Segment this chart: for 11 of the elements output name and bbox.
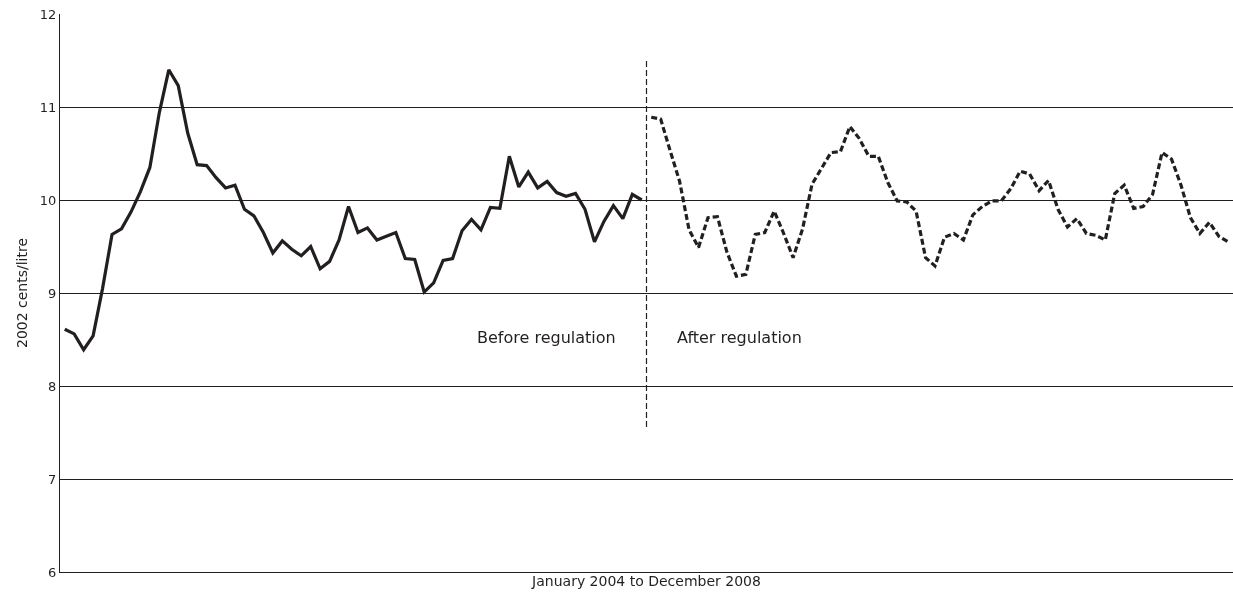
x-axis-title: January 2004 to December 2008 <box>531 573 761 590</box>
y-tick-label: 9 <box>48 285 57 301</box>
y-tick-label: 11 <box>39 99 57 115</box>
y-tick-label: 12 <box>39 6 57 22</box>
y-tick-label: 6 <box>48 564 57 580</box>
y-tick-label: 7 <box>48 471 57 487</box>
y-tick-label: 10 <box>39 192 57 208</box>
annotation: Before regulation <box>477 328 616 347</box>
annotation: After regulation <box>677 328 802 347</box>
y-tick-label: 8 <box>48 378 57 394</box>
y-axis-title: 2002 cents/litre <box>14 237 31 349</box>
